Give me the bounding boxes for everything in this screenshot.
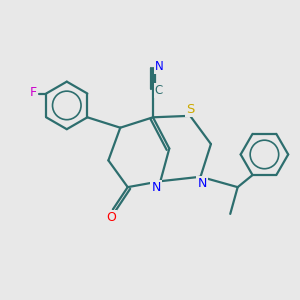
Text: O: O: [106, 211, 116, 224]
Text: N: N: [197, 177, 207, 190]
Text: C: C: [155, 84, 163, 97]
Text: N: N: [154, 60, 163, 73]
Text: N: N: [151, 181, 160, 194]
Text: S: S: [187, 103, 195, 116]
Text: F: F: [30, 85, 37, 98]
